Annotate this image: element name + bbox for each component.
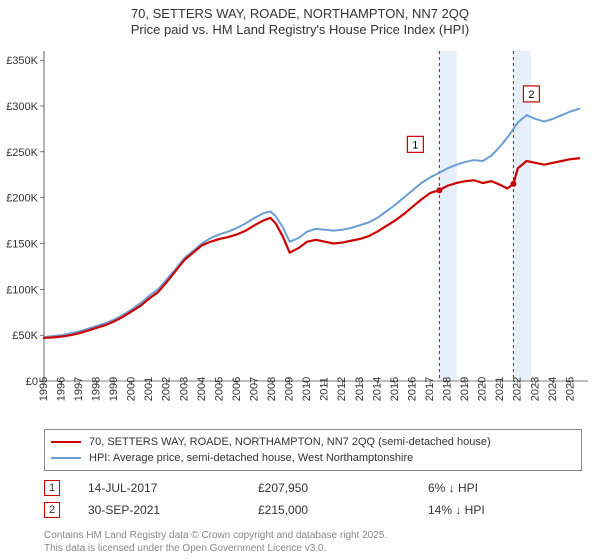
sale-marker: 2 [44,502,60,518]
svg-text:2: 2 [528,88,534,100]
svg-text:1: 1 [412,139,418,151]
svg-text:2014: 2014 [371,376,383,400]
svg-text:2000: 2000 [126,376,138,400]
sales-row: 1 14-JUL-2017£207,9506% ↓ HPI [44,477,582,499]
svg-text:2013: 2013 [354,376,366,400]
svg-text:2021: 2021 [494,376,506,400]
footer: Contains HM Land Registry data © Crown c… [44,529,582,555]
svg-text:2006: 2006 [231,376,243,400]
sale-date: 14-JUL-2017 [88,477,258,499]
svg-text:2004: 2004 [196,376,208,400]
sale-marker-cell: 1 [44,477,88,499]
svg-text:2007: 2007 [248,376,260,400]
sale-price: £207,950 [258,477,428,499]
legend: 70, SETTERS WAY, ROADE, NORTHAMPTON, NN7… [44,429,582,471]
svg-text:£300K: £300K [6,101,38,113]
svg-text:£150K: £150K [6,238,38,250]
svg-text:2025: 2025 [564,376,576,400]
sales-table: 1 14-JUL-2017£207,9506% ↓ HPI 2 30-SEP-2021… [44,477,582,521]
svg-text:2018: 2018 [442,376,454,400]
sale-marker: 1 [44,480,60,496]
svg-text:2001: 2001 [143,376,155,400]
legend-item: HPI: Average price, semi-detached house,… [51,450,575,466]
svg-text:2005: 2005 [213,376,225,400]
title-line1: 70, SETTERS WAY, ROADE, NORTHAMPTON, NN7… [0,6,600,22]
svg-text:2010: 2010 [301,376,313,400]
legend-label: HPI: Average price, semi-detached house,… [89,452,413,464]
legend-swatch [51,457,81,459]
legend-swatch [51,441,81,443]
svg-text:£200K: £200K [6,192,38,204]
svg-text:1998: 1998 [91,376,103,400]
svg-text:1997: 1997 [73,376,85,400]
sale-date: 30-SEP-2021 [88,499,258,521]
title-line2: Price paid vs. HM Land Registry's House … [0,22,600,38]
svg-text:2012: 2012 [336,376,348,400]
svg-text:2003: 2003 [178,376,190,400]
svg-text:1999: 1999 [108,376,120,400]
svg-text:2020: 2020 [477,376,489,400]
chart-title: 70, SETTERS WAY, ROADE, NORTHAMPTON, NN7… [0,6,600,39]
svg-text:2023: 2023 [529,376,541,400]
svg-text:2024: 2024 [547,376,559,400]
svg-text:2017: 2017 [424,376,436,400]
svg-text:2008: 2008 [266,376,278,400]
footer-line1: Contains HM Land Registry data © Crown c… [44,529,582,542]
legend-item: 70, SETTERS WAY, ROADE, NORTHAMPTON, NN7… [51,434,575,450]
svg-text:2009: 2009 [284,376,296,400]
svg-text:2002: 2002 [161,376,173,400]
sale-marker-cell: 2 [44,499,88,521]
svg-text:£0: £0 [26,376,38,388]
sales-row: 2 30-SEP-2021£215,00014% ↓ HPI [44,499,582,521]
chart-svg: £0£50K£100K£150K£200K£250K£300K£350K1995… [0,45,600,425]
svg-text:£50K: £50K [12,330,38,342]
svg-text:2022: 2022 [512,376,524,400]
footer-line2: This data is licensed under the Open Gov… [44,542,582,555]
svg-text:£100K: £100K [6,284,38,296]
svg-text:£350K: £350K [6,55,38,67]
svg-text:£250K: £250K [6,146,38,158]
sale-delta: 6% ↓ HPI [428,477,582,499]
legend-label: 70, SETTERS WAY, ROADE, NORTHAMPTON, NN7… [89,436,491,448]
sale-price: £215,000 [258,499,428,521]
svg-text:1996: 1996 [55,376,67,400]
chart-plot: £0£50K£100K£150K£200K£250K£300K£350K1995… [0,45,600,425]
sale-delta: 14% ↓ HPI [428,499,582,521]
svg-text:2019: 2019 [459,376,471,400]
svg-text:2015: 2015 [389,376,401,400]
svg-text:2016: 2016 [406,376,418,400]
